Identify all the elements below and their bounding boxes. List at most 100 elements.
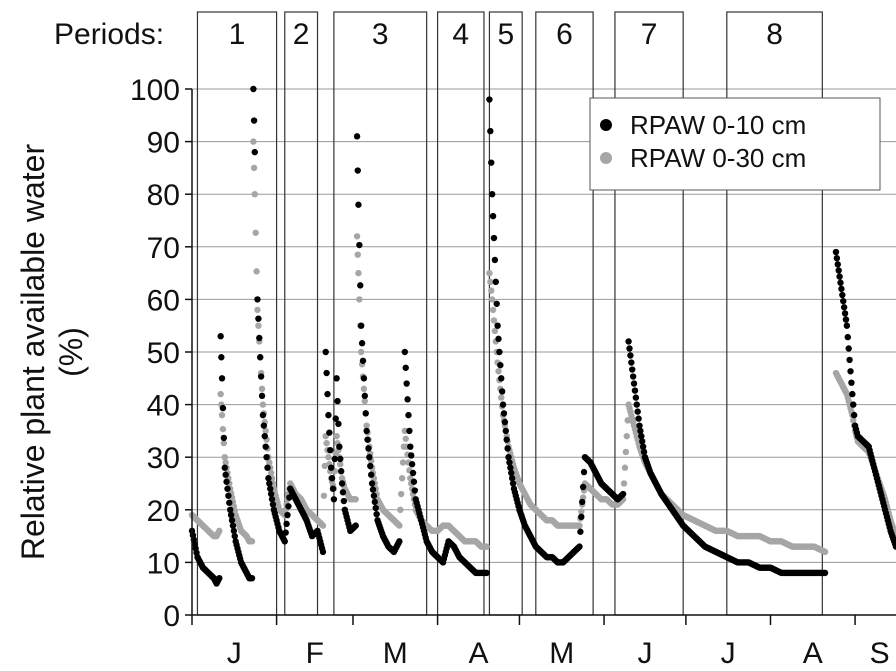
data-point [266,459,273,466]
data-point [621,464,629,471]
data-point [630,380,638,387]
data-point [218,375,226,382]
data-point [259,411,267,419]
data-point [578,508,585,515]
data-point [503,436,510,443]
data-point [837,279,844,286]
data-point [848,379,855,386]
data-point [262,427,269,435]
data-point [337,461,344,468]
data-point [230,527,238,535]
data-point [486,269,493,277]
data-point [402,364,409,371]
period-number: 7 [641,18,658,51]
data-point [409,469,417,477]
data-point [500,410,508,417]
data-point [219,404,227,412]
data-point [256,334,263,342]
data-point [637,427,644,435]
data-point [283,520,290,528]
month-label: S [870,637,890,670]
data-point [634,408,641,415]
data-point [492,278,499,286]
data-point [352,522,359,529]
data-point [339,489,347,496]
data-point [322,348,329,356]
data-point [487,278,494,286]
data-point [266,480,273,487]
data-point [498,375,505,382]
data-point [620,480,628,487]
data-point [324,390,331,398]
period-box [488,11,523,616]
data-point [326,429,333,436]
data-point [491,256,499,264]
data-point [579,483,587,491]
data-point [352,496,359,503]
data-point [216,527,223,535]
data-point [635,415,642,422]
data-point [501,418,509,426]
data-point [821,548,829,556]
period-number: 1 [229,18,246,51]
data-point [355,269,362,277]
axes [185,88,896,625]
y-tick-label: 40 [147,390,180,423]
legend-label-0-10: RPAW 0-10 cm [630,110,806,140]
data-point [265,475,272,482]
data-point [263,454,270,461]
periods-label: Periods: [54,18,164,51]
data-point [258,392,266,400]
data-point [323,439,330,447]
data-point [268,496,276,503]
data-point [401,348,409,356]
data-point [226,499,233,506]
month-label: A [803,637,823,670]
data-point [229,522,237,529]
data-point [490,234,498,242]
data-point [577,528,584,535]
data-point [495,368,502,375]
data-point [410,478,418,485]
data-point [331,455,339,463]
data-point [372,504,379,512]
month-label: F [306,637,324,670]
data-point [220,434,228,442]
data-point [361,392,369,400]
legend-box [589,97,881,191]
data-point [399,459,407,466]
data-point [488,191,496,198]
data-point [625,338,632,345]
legend: RPAW 0-10 cm RPAW 0-30 cm [589,97,881,191]
data-point [257,354,264,361]
data-point [220,439,228,447]
data-point [626,345,633,352]
data-point [640,448,648,456]
data-point [267,469,275,477]
data-point [508,475,516,482]
y-axis-label-line1: Relative plant available water [15,144,51,561]
data-point [225,492,232,499]
data-point [262,443,269,450]
data-point [360,375,368,382]
data-point [255,315,262,322]
data-point [408,461,416,468]
legend-label-0-30: RPAW 0-30 cm [630,143,806,173]
data-point [371,498,379,506]
data-point [404,396,411,403]
data-point [357,348,365,356]
data-point [337,455,344,463]
data-point [488,296,496,303]
data-point [367,471,375,478]
data-point [508,469,515,477]
data-point [844,333,851,341]
data-point [821,569,829,577]
data-point [250,138,257,145]
data-point [631,387,639,394]
data-point [579,498,586,506]
data-point [847,368,854,375]
data-point [327,464,335,471]
y-tick-label: 50 [147,337,180,370]
data-point [362,410,369,417]
